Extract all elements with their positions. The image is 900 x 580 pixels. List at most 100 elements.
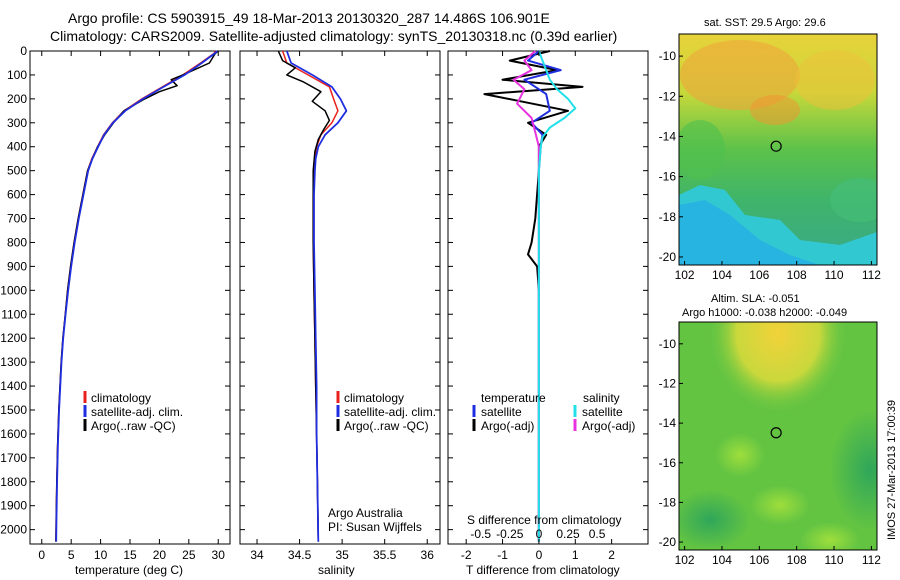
- map-x-tick-label: 110: [824, 268, 843, 282]
- temperature-legend: climatology satellite-adj. clim. Argo(..…: [83, 391, 183, 433]
- map-x-tick-label: 104: [712, 553, 732, 567]
- map-y-tick-label: -18: [659, 210, 677, 224]
- sst-map-title: sat. SST: 29.5 Argo: 29.6: [704, 17, 826, 29]
- y-tick-label: 1800: [0, 475, 27, 489]
- series-temperature-argo-adj-: [483, 50, 584, 542]
- salinity-plot-frame: [239, 50, 441, 545]
- x-tick-label: 34.5: [288, 548, 312, 562]
- legend-s-satellite-label: satellite: [582, 405, 623, 419]
- sla-map-title: Altim. SLA: -0.051: [711, 293, 800, 305]
- temperature-axes: 0 5 10 15 20 25 300100200300400500600700800900…: [0, 44, 230, 562]
- salinity-annotation-org: Argo Australia: [328, 506, 403, 520]
- x-tick-label: 35: [335, 548, 349, 562]
- x-tick-label: 1: [572, 548, 579, 562]
- series-satellite-adj-clim-: [55, 50, 218, 542]
- y-tick-label: 1600: [0, 427, 27, 441]
- map-y-tick-label: -12: [659, 376, 677, 390]
- y-tick-label: 1100: [1, 307, 27, 321]
- difference-series-group: [483, 50, 584, 542]
- y-tick-label: 400: [7, 140, 27, 154]
- y-tick-label: 600: [7, 188, 27, 202]
- difference-plot-frame: [447, 50, 649, 545]
- sst-map-frame: [678, 33, 878, 266]
- map-x-tick-label: 104: [712, 268, 732, 282]
- map-x-tick-label: 108: [787, 268, 807, 282]
- x-tick-label: 20: [153, 548, 167, 562]
- map-x-tick-label: 108: [787, 553, 807, 567]
- y-tick-label: 1200: [0, 331, 27, 345]
- difference-panel: -2 -1 0 1 2 T difference from climatology S …: [447, 50, 649, 577]
- salinity-series-group: [277, 50, 348, 542]
- y-tick-label: 500: [7, 164, 27, 178]
- temperature-plot-frame: [29, 50, 231, 545]
- salinity-axes: 34 34.5 35 35.5 36: [240, 50, 440, 562]
- y-tick-label: 800: [7, 235, 27, 249]
- x-tick-label: 5: [68, 548, 75, 562]
- float-position-marker: [770, 427, 782, 439]
- map-y-tick-label: -10: [659, 49, 677, 63]
- difference-xlabel: T difference from climatology: [466, 563, 620, 577]
- x-tick-label: 2: [608, 548, 615, 562]
- x-tick-label: 10: [94, 548, 108, 562]
- x2-tick-label: 0.5: [589, 527, 606, 541]
- y-tick-label: 2000: [0, 523, 27, 537]
- x-tick-label: 15: [123, 548, 137, 562]
- difference-secondary-ticks: -0.5 -0.25 0 0.25 0.5: [470, 527, 605, 541]
- sal-legend-argo-label: Argo(..raw -QC): [344, 419, 429, 433]
- sla-float-position: [770, 427, 782, 439]
- map-x-tick-label: 102: [675, 268, 695, 282]
- y-tick-label: 1300: [0, 355, 27, 369]
- y-tick-label: 100: [7, 68, 27, 82]
- salinity-annotation-pi: PI: Susan Wijffels: [328, 520, 422, 534]
- y-tick-label: 200: [7, 92, 27, 106]
- legend-salinity-header: salinity: [583, 391, 620, 405]
- map-x-tick-label: 106: [749, 268, 769, 282]
- salinity-panel: 34 34.5 35 35.5 36 salinity climatology sate…: [239, 50, 441, 577]
- sla-map-panel: Altim. SLA: -0.051 Argo h1000: -0.038 h2…: [659, 293, 882, 567]
- map-y-tick-label: -12: [659, 89, 677, 103]
- y-tick-label: 1500: [0, 403, 27, 417]
- x-tick-label: 34: [250, 548, 264, 562]
- series-salinity-satellite: [537, 50, 577, 542]
- map-y-tick-label: -20: [659, 250, 677, 264]
- map-y-tick-label: -20: [659, 535, 677, 549]
- x-tick-label: -1: [497, 548, 508, 562]
- map-y-tick-label: -16: [659, 456, 677, 470]
- difference-x2label: S difference from climatology: [467, 513, 622, 527]
- sst-map-panel: sat. SST: 29.5 Argo: 29.6 102 104 106 108 11…: [659, 17, 882, 282]
- y-tick-label: 1000: [0, 283, 27, 297]
- y-tick-label: 1700: [0, 451, 27, 465]
- x-tick-label: 0: [536, 548, 543, 562]
- x-tick-label: 35.5: [373, 548, 397, 562]
- series-satellite-adj-clim-: [285, 50, 348, 542]
- y-tick-label: 900: [7, 259, 27, 273]
- x-tick-label: 0: [38, 548, 45, 562]
- header-line2: Climatology: CARS2009. Satellite-adjuste…: [50, 28, 617, 44]
- x-tick-label: 25: [182, 548, 196, 562]
- map-x-tick-label: 106: [749, 553, 769, 567]
- sal-legend-climatology-label: climatology: [344, 391, 404, 405]
- sst-map-axes: 102 104 106 108 110 112 -10 -12 -14 -16 -18 -20: [659, 49, 882, 282]
- sst-map-image: [679, 34, 877, 265]
- difference-axes: -2 -1 0 1 2: [448, 50, 648, 562]
- legend-argo-label: Argo(..raw -QC): [91, 419, 176, 433]
- legend-climatology-label: climatology: [91, 391, 151, 405]
- map-y-tick-label: -14: [659, 416, 677, 430]
- map-y-tick-label: -10: [659, 337, 677, 351]
- sla-map-frame: [678, 321, 878, 551]
- legend-t-argo-label: Argo(-adj): [481, 419, 534, 433]
- y-tick-label: 0: [20, 44, 27, 58]
- legend-temperature-header: temperature: [481, 391, 546, 405]
- y-tick-label: 1900: [0, 499, 27, 513]
- imos-timestamp: IMOS 27-Mar-2013 17:00:39: [886, 400, 898, 540]
- map-x-tick-label: 102: [675, 553, 695, 567]
- sla-map-axes: 102 104 106 108 110 112 -10 -12 -14 -16 -18 -20: [659, 337, 882, 567]
- map-x-tick-label: 112: [862, 268, 881, 282]
- float-position-marker: [770, 140, 782, 152]
- sla-map-image: [679, 322, 877, 550]
- temperature-panel: 0 5 10 15 20 25 300100200300400500600700800900…: [0, 44, 231, 577]
- x2-tick-label: -0.5: [470, 527, 491, 541]
- temperature-xlabel: temperature (deg C): [75, 563, 183, 577]
- legend-satellite-label: satellite-adj. clim.: [91, 405, 183, 419]
